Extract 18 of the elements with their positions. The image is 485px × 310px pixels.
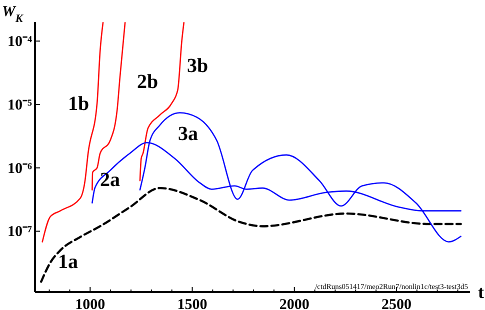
series-label: 1a: [58, 251, 78, 273]
x-tick-label: 1000: [75, 297, 106, 310]
x-tick-label: 2500: [381, 297, 412, 310]
y-tick-label: 10⁻⁷: [8, 224, 32, 240]
y-axis-title: W$_{K}$: [2, 4, 24, 25]
line-series: [40, 186, 462, 283]
series-label: 2b: [137, 71, 158, 93]
x-axis-title: t: [478, 282, 484, 302]
line-series: [92, 22, 126, 190]
x-tick-label: 1500: [177, 297, 208, 310]
y-tick-label: 10⁻⁶: [8, 160, 32, 177]
series-label: 3a: [178, 123, 198, 145]
series-label: 3b: [187, 55, 208, 77]
series-label: 2a: [100, 169, 120, 191]
y-tick-label: 10⁻⁵: [8, 97, 32, 114]
y-tick-label: 10⁻⁴: [8, 34, 32, 50]
series-label: 1b: [68, 93, 90, 115]
x-tick-label: 2000: [279, 297, 310, 310]
